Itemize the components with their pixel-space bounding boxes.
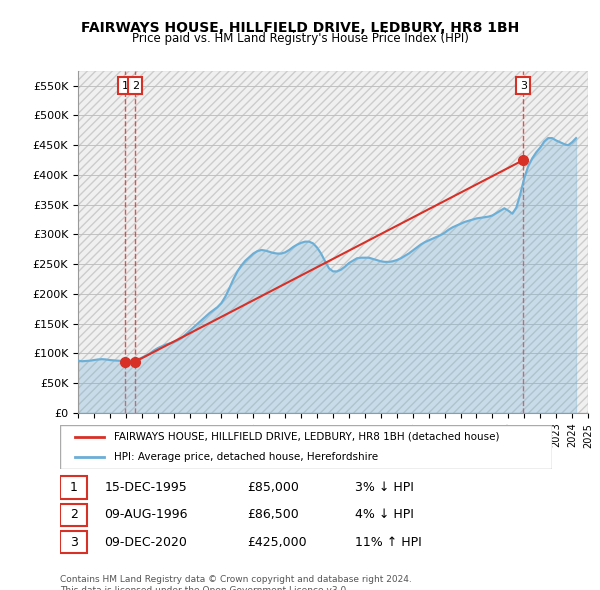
Text: FAIRWAYS HOUSE, HILLFIELD DRIVE, LEDBURY, HR8 1BH: FAIRWAYS HOUSE, HILLFIELD DRIVE, LEDBURY… bbox=[81, 21, 519, 35]
Text: 15-DEC-1995: 15-DEC-1995 bbox=[104, 481, 187, 494]
Text: 2: 2 bbox=[132, 81, 139, 91]
Text: Contains HM Land Registry data © Crown copyright and database right 2024.
This d: Contains HM Land Registry data © Crown c… bbox=[60, 575, 412, 590]
Text: 09-AUG-1996: 09-AUG-1996 bbox=[104, 508, 188, 522]
FancyBboxPatch shape bbox=[60, 425, 552, 469]
Text: 3% ↓ HPI: 3% ↓ HPI bbox=[355, 481, 414, 494]
Text: HPI: Average price, detached house, Herefordshire: HPI: Average price, detached house, Here… bbox=[114, 452, 378, 462]
Text: 1: 1 bbox=[70, 481, 78, 494]
Text: 3: 3 bbox=[520, 81, 527, 91]
Text: £425,000: £425,000 bbox=[247, 536, 307, 549]
Text: £86,500: £86,500 bbox=[247, 508, 299, 522]
FancyBboxPatch shape bbox=[60, 504, 87, 526]
Text: 2: 2 bbox=[70, 508, 78, 522]
FancyBboxPatch shape bbox=[60, 531, 87, 553]
Text: 4% ↓ HPI: 4% ↓ HPI bbox=[355, 508, 414, 522]
Text: FAIRWAYS HOUSE, HILLFIELD DRIVE, LEDBURY, HR8 1BH (detached house): FAIRWAYS HOUSE, HILLFIELD DRIVE, LEDBURY… bbox=[114, 432, 500, 442]
Text: Price paid vs. HM Land Registry's House Price Index (HPI): Price paid vs. HM Land Registry's House … bbox=[131, 32, 469, 45]
Text: 11% ↑ HPI: 11% ↑ HPI bbox=[355, 536, 422, 549]
Text: 09-DEC-2020: 09-DEC-2020 bbox=[104, 536, 187, 549]
Text: £85,000: £85,000 bbox=[247, 481, 299, 494]
FancyBboxPatch shape bbox=[60, 476, 87, 499]
Text: 3: 3 bbox=[70, 536, 78, 549]
Text: 1: 1 bbox=[122, 81, 128, 91]
